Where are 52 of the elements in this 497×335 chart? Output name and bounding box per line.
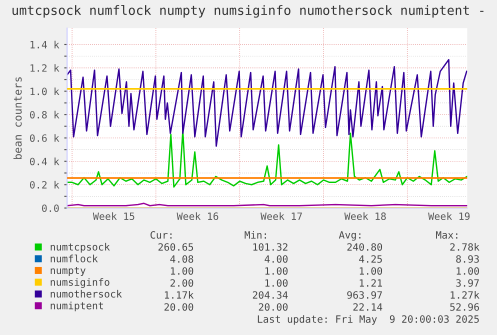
y-tick-label: 0.4 k <box>30 158 60 166</box>
text: Last update: Fri May 9 20:00:03 2025 <box>258 315 479 325</box>
x-tick-label: Week 16 <box>176 212 218 220</box>
chart-title: umtcpsock numflock numpty numsiginfo numothersock numiptent - <box>12 5 484 18</box>
text: 1.00 <box>360 267 382 275</box>
legend-label: numsiginfo <box>50 278 110 288</box>
text: 1.00 <box>170 267 194 275</box>
x-tick-label: Week 15 <box>92 212 134 220</box>
text: 2.78k <box>450 243 480 251</box>
legend-label: numothersock <box>50 290 122 298</box>
text: 204.34 <box>252 291 288 299</box>
x-tick-label: Week 18 <box>344 212 386 220</box>
text: Avg: <box>338 231 360 241</box>
text: 8.93 <box>456 255 479 263</box>
text: 101.32 <box>253 243 288 251</box>
text: 3.97 <box>456 279 479 287</box>
line-series <box>67 130 468 188</box>
text: 4.08 <box>170 255 194 263</box>
text: 1.21 <box>360 279 382 287</box>
x-tick-label: Week 19 <box>428 212 470 220</box>
y-tick-label: 1.0 k <box>30 87 60 96</box>
text: 4.25 <box>359 255 382 263</box>
y-tick-label: 1.4 k <box>30 40 60 48</box>
legend-label: numpty <box>50 266 86 276</box>
y-tick-label: 0.2 k <box>30 180 60 189</box>
text: 240.80 <box>347 243 382 251</box>
text: 1.27k <box>450 291 480 299</box>
text: 1.00 <box>456 267 479 275</box>
legend-label: numflock <box>50 254 98 262</box>
text: 2.00 <box>170 279 194 287</box>
text: Cur: <box>150 231 172 239</box>
y-tick-label: 0.0 <box>42 204 59 212</box>
text: 20.00 <box>258 303 288 311</box>
text: 1.00 <box>265 267 288 275</box>
y-tick-label: 0.6 k <box>30 134 60 142</box>
text: Min: <box>244 230 266 239</box>
text: Max: <box>436 231 458 239</box>
y-tick-label: 0.8 k <box>30 110 60 119</box>
text: 52.96 <box>450 303 479 311</box>
x-tick-label: Week 17 <box>260 212 302 220</box>
line-series <box>67 58 468 147</box>
text: 1.17k <box>164 291 194 299</box>
text: 22.14 <box>353 303 382 311</box>
text: 4.00 <box>264 255 288 263</box>
y-axis-title: bean counters <box>13 77 22 159</box>
text: 963.97 <box>347 291 382 299</box>
text: 260.65 <box>158 243 194 251</box>
legend-label: numiptent <box>50 302 104 312</box>
legend-label: numtcpsock <box>50 242 110 253</box>
y-tick-label: 1.2 k <box>30 64 60 72</box>
text: 20.00 <box>164 303 194 311</box>
text: 1.00 <box>265 279 288 287</box>
